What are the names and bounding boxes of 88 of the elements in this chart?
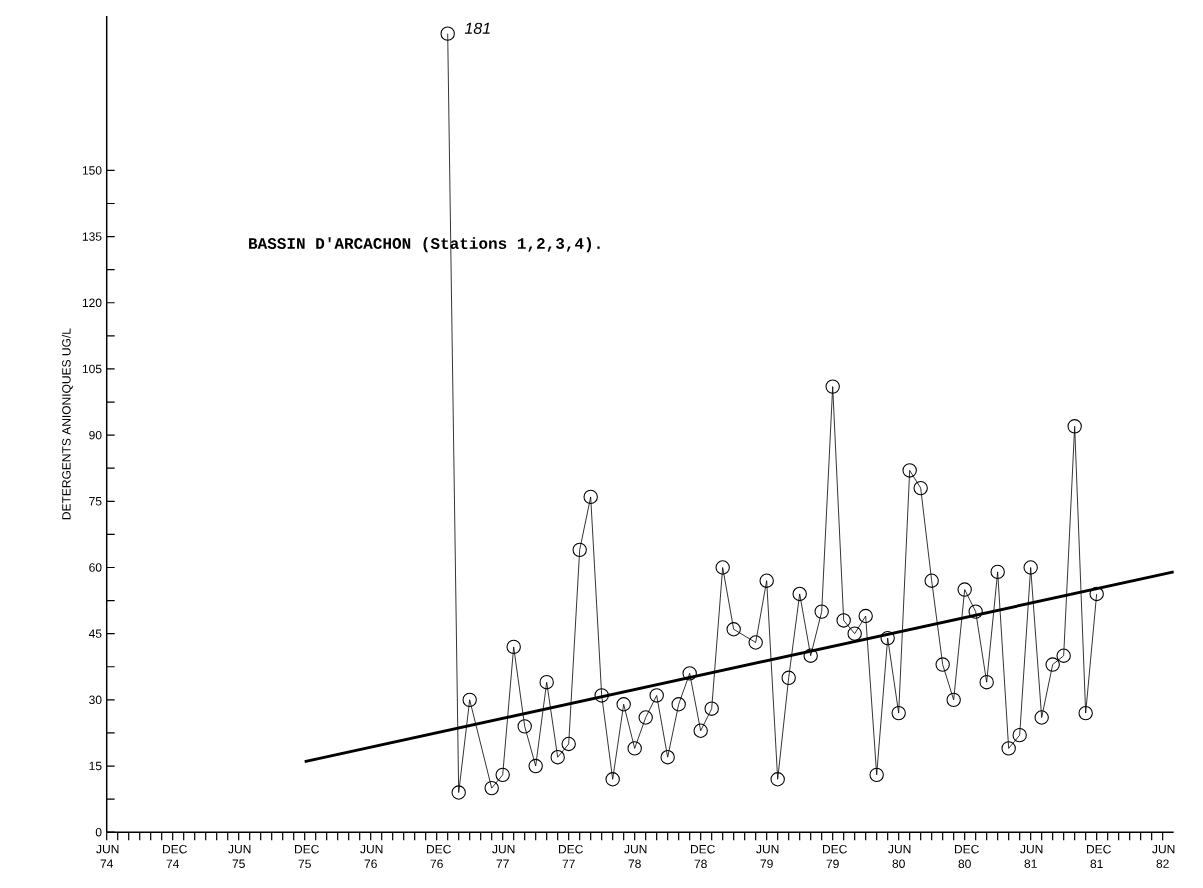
annotation: 181	[464, 22, 490, 34]
point	[1034, 710, 1049, 725]
point	[517, 719, 532, 734]
point	[627, 741, 642, 756]
point	[1067, 418, 1082, 434]
point	[759, 573, 774, 588]
point	[638, 710, 653, 725]
point	[649, 688, 664, 703]
x-tick-label: DEC 76	[427, 844, 451, 868]
point	[1023, 560, 1038, 575]
point	[462, 692, 477, 707]
point	[539, 674, 554, 690]
point	[671, 696, 686, 712]
point	[1012, 727, 1027, 743]
point	[946, 692, 961, 707]
x-tick-label: DEC 78	[690, 844, 715, 868]
x-tick-label: DEC 74	[163, 844, 187, 868]
point	[880, 630, 895, 646]
point	[682, 666, 697, 681]
y-axis-title: DETERGENTS ANIONIQUES UG/L	[61, 328, 73, 520]
point	[1056, 648, 1071, 663]
x-tick-label: DEC 77	[559, 844, 583, 868]
y-tick-label: 30	[89, 695, 102, 705]
point	[550, 749, 565, 765]
point	[704, 701, 719, 716]
point	[561, 736, 576, 752]
y-tick-label: 75	[89, 497, 102, 506]
y-tick-label: 105	[82, 364, 102, 374]
point	[770, 771, 785, 787]
y-tick-label: 150	[82, 166, 102, 175]
point	[440, 26, 455, 41]
point	[957, 582, 972, 597]
point	[913, 480, 928, 496]
point	[594, 688, 609, 703]
x-tick-label: JUN 80	[888, 844, 911, 868]
point	[990, 564, 1005, 580]
x-tick-label: DEC 80	[954, 844, 979, 868]
point	[506, 639, 521, 655]
x-tick-label: JUN 77	[492, 844, 515, 868]
y-tick-label: 135	[82, 232, 102, 241]
point	[836, 613, 851, 628]
x-tick-label: JUN 82	[1152, 844, 1175, 868]
point	[715, 560, 730, 575]
point	[968, 604, 983, 619]
x-tick-label: JUN 78	[624, 844, 647, 868]
point	[1089, 586, 1104, 602]
y-tick-label: 90	[89, 430, 102, 440]
x-tick-label: JUN 79	[756, 844, 779, 868]
point	[528, 758, 543, 774]
x-tick-label: DEC 81	[1086, 844, 1111, 868]
point	[869, 767, 884, 782]
point	[1078, 705, 1093, 721]
point	[1045, 657, 1060, 672]
point	[781, 670, 796, 685]
point	[616, 696, 631, 712]
y-tick-label: 60	[89, 563, 102, 572]
y-tick-label: 15	[89, 761, 102, 771]
y-tick-label: 45	[88, 629, 102, 638]
x-tick-label: DEC 75	[295, 844, 319, 868]
x-tick-label: DEC 79	[822, 844, 847, 868]
x-tick-label: JUN 81	[1020, 844, 1043, 868]
x-tick-label: JUN 75	[228, 844, 251, 868]
x-tick-label: JUN 76	[360, 844, 383, 868]
point	[451, 785, 466, 800]
point	[858, 608, 873, 624]
point	[693, 723, 708, 738]
y-tick-label: 0	[95, 827, 102, 837]
point	[484, 780, 499, 796]
point	[814, 604, 829, 619]
point	[726, 621, 741, 637]
y-tick-label: 120	[82, 298, 102, 307]
point	[935, 657, 950, 672]
point	[495, 767, 510, 782]
point	[1001, 741, 1016, 756]
point	[902, 463, 917, 478]
point	[660, 749, 675, 765]
x-tick-label: JUN 74	[96, 844, 119, 868]
point	[847, 626, 862, 641]
point	[605, 771, 620, 787]
point	[825, 379, 840, 394]
point	[803, 648, 818, 663]
point	[924, 573, 939, 588]
point	[572, 542, 587, 557]
point	[979, 674, 994, 690]
point	[792, 586, 807, 602]
point	[748, 635, 763, 650]
point	[583, 489, 598, 504]
point	[891, 705, 906, 721]
